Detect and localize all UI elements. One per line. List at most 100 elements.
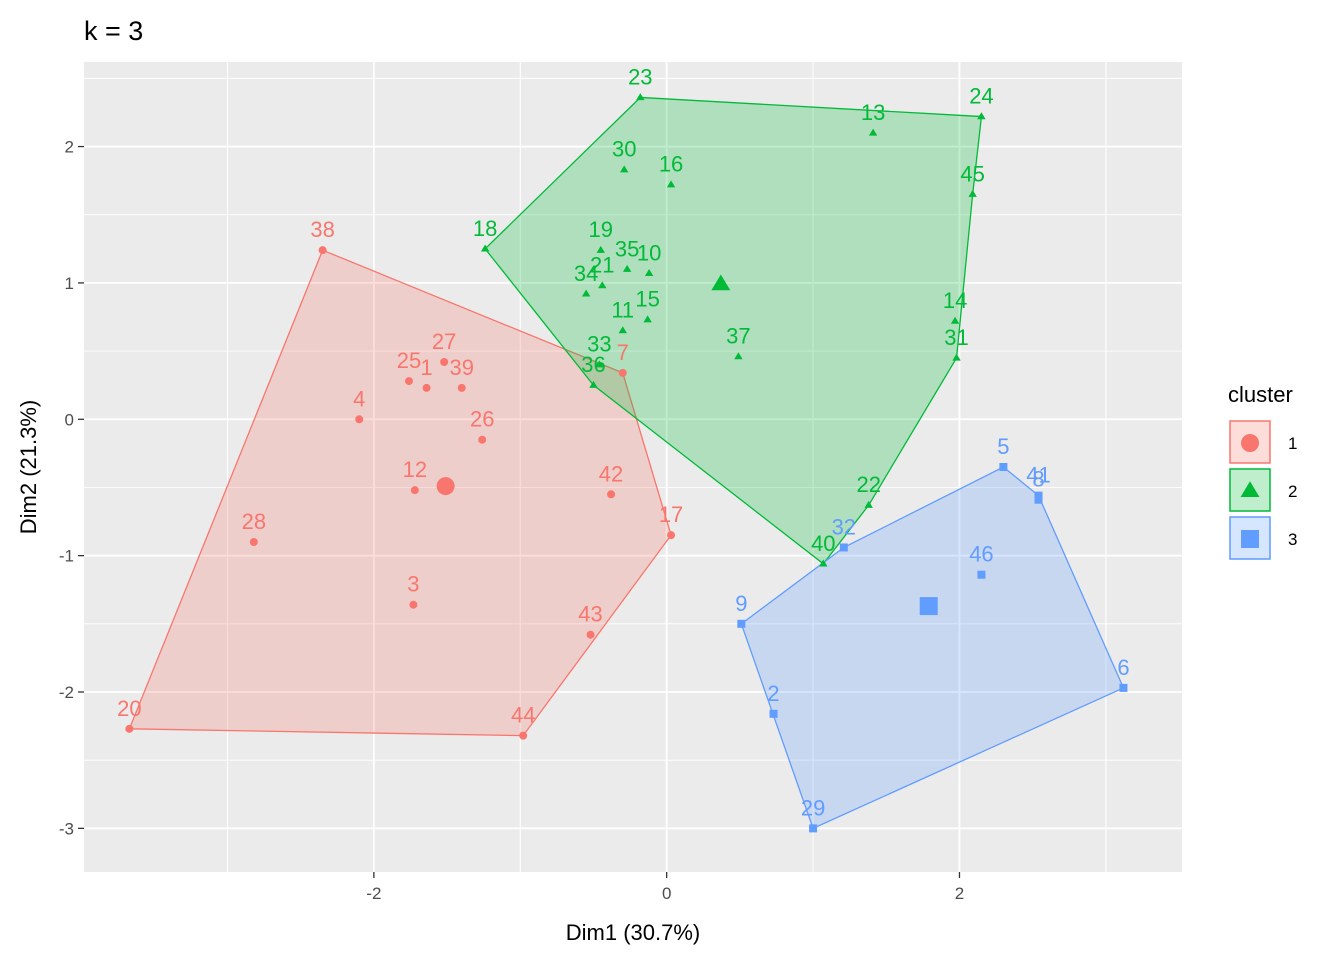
x-axis-ticks: -2 0 2 bbox=[366, 872, 964, 903]
data-point-22 bbox=[864, 500, 873, 508]
chart-title: k = 3 bbox=[84, 16, 143, 46]
point-label-36: 36 bbox=[581, 352, 605, 377]
y-tick-label: -1 bbox=[59, 547, 74, 566]
data-point-5 bbox=[999, 463, 1008, 471]
data-point-2 bbox=[769, 709, 778, 718]
point-label-10: 10 bbox=[637, 240, 661, 265]
plot-panel bbox=[84, 62, 1182, 872]
data-point-40 bbox=[819, 559, 828, 567]
point-label-39: 39 bbox=[449, 355, 473, 380]
point-label-2: 2 bbox=[767, 681, 779, 706]
point-label-43: 43 bbox=[578, 602, 602, 627]
data-point-17 bbox=[667, 531, 676, 540]
y-tick-label: -3 bbox=[59, 819, 74, 838]
point-label-8: 8 bbox=[1032, 467, 1044, 492]
point-label-24: 24 bbox=[969, 84, 993, 109]
data-point-43 bbox=[586, 630, 595, 639]
y-axis-title: Dim2 (21.3%) bbox=[16, 400, 41, 534]
cluster-centers bbox=[436, 274, 938, 616]
legend-title: cluster bbox=[1228, 382, 1293, 407]
data-point-44 bbox=[519, 731, 528, 740]
legend: cluster 1 2 3 bbox=[1228, 382, 1297, 560]
point-label-44: 44 bbox=[511, 703, 535, 728]
legend-keys: 1 2 3 bbox=[1229, 420, 1297, 560]
x-tick-label: -2 bbox=[366, 884, 381, 903]
point-label-40: 40 bbox=[811, 531, 835, 556]
point-label-20: 20 bbox=[117, 696, 141, 721]
point-label-45: 45 bbox=[960, 161, 984, 186]
data-point-4 bbox=[355, 415, 364, 424]
data-point-6 bbox=[1119, 683, 1128, 692]
grid-major bbox=[84, 62, 1182, 872]
legend-marker-3 bbox=[1241, 530, 1259, 548]
data-point-15 bbox=[643, 315, 652, 323]
data-point-35 bbox=[622, 264, 632, 272]
y-tick-label: 2 bbox=[65, 138, 74, 157]
y-tick-label: -2 bbox=[59, 683, 74, 702]
data-point-38 bbox=[318, 246, 327, 255]
data-point-8 bbox=[1034, 495, 1043, 504]
data-point-23 bbox=[636, 93, 645, 101]
y-tick-label: 1 bbox=[65, 274, 74, 293]
point-label-14: 14 bbox=[943, 288, 967, 313]
point-label-33: 33 bbox=[587, 332, 611, 357]
point-label-16: 16 bbox=[659, 152, 683, 177]
data-point-42 bbox=[607, 490, 616, 499]
y-tick-label: 0 bbox=[65, 410, 74, 429]
point-label-3: 3 bbox=[407, 572, 419, 597]
point-label-5: 5 bbox=[997, 434, 1009, 459]
cluster-center-2 bbox=[711, 274, 731, 291]
data-point-36 bbox=[589, 380, 598, 388]
point-label-37: 37 bbox=[726, 324, 750, 349]
point-label-46: 46 bbox=[969, 542, 993, 567]
point-label-18: 18 bbox=[473, 216, 497, 241]
point-label-11: 11 bbox=[611, 298, 634, 323]
point-label-35: 35 bbox=[615, 236, 639, 261]
point-label-21: 21 bbox=[590, 253, 614, 278]
x-tick-label: 2 bbox=[955, 884, 964, 903]
data-point-3 bbox=[409, 600, 418, 609]
point-label-13: 13 bbox=[861, 100, 885, 125]
legend-label-3: 3 bbox=[1288, 530, 1297, 549]
x-tick-label: 0 bbox=[662, 884, 671, 903]
point-label-29: 29 bbox=[801, 795, 825, 820]
data-point-28 bbox=[249, 538, 258, 546]
data-point-13 bbox=[868, 128, 878, 136]
point-label-22: 22 bbox=[856, 472, 880, 497]
data-point-39 bbox=[457, 383, 466, 392]
legend-marker-1 bbox=[1241, 434, 1259, 452]
data-point-12 bbox=[410, 486, 419, 495]
data-point-9 bbox=[737, 619, 746, 628]
point-label-1: 1 bbox=[420, 355, 432, 380]
y-axis-ticks: -3 -2 -1 0 1 2 bbox=[59, 138, 84, 838]
legend-label-2: 2 bbox=[1288, 482, 1297, 501]
point-label-7: 7 bbox=[617, 340, 629, 365]
legend-label-1: 1 bbox=[1288, 434, 1297, 453]
point-label-15: 15 bbox=[635, 287, 659, 312]
data-point-37 bbox=[734, 352, 743, 360]
data-point-16 bbox=[666, 180, 676, 188]
data-point-24 bbox=[977, 112, 986, 120]
point-label-42: 42 bbox=[599, 461, 623, 486]
point-label-28: 28 bbox=[242, 509, 266, 534]
point-label-12: 12 bbox=[403, 457, 427, 482]
data-point-21 bbox=[598, 281, 607, 289]
point-label-41: 41 bbox=[1026, 463, 1050, 488]
cluster-center-1 bbox=[436, 477, 455, 496]
point-label-34: 34 bbox=[574, 261, 598, 286]
data-point-18 bbox=[480, 244, 490, 252]
x-axis-title: Dim1 (30.7%) bbox=[566, 920, 700, 945]
point-label-31: 31 bbox=[944, 325, 968, 350]
point-label-23: 23 bbox=[628, 64, 652, 89]
data-point-10 bbox=[644, 269, 654, 277]
point-label-30: 30 bbox=[612, 137, 636, 162]
data-point-30 bbox=[620, 165, 629, 173]
data-point-46 bbox=[977, 570, 986, 579]
point-label-4: 4 bbox=[353, 386, 365, 411]
data-point-45 bbox=[968, 189, 977, 197]
data-point-11 bbox=[618, 326, 627, 334]
point-label-38: 38 bbox=[310, 217, 334, 242]
data-point-1 bbox=[422, 383, 431, 392]
